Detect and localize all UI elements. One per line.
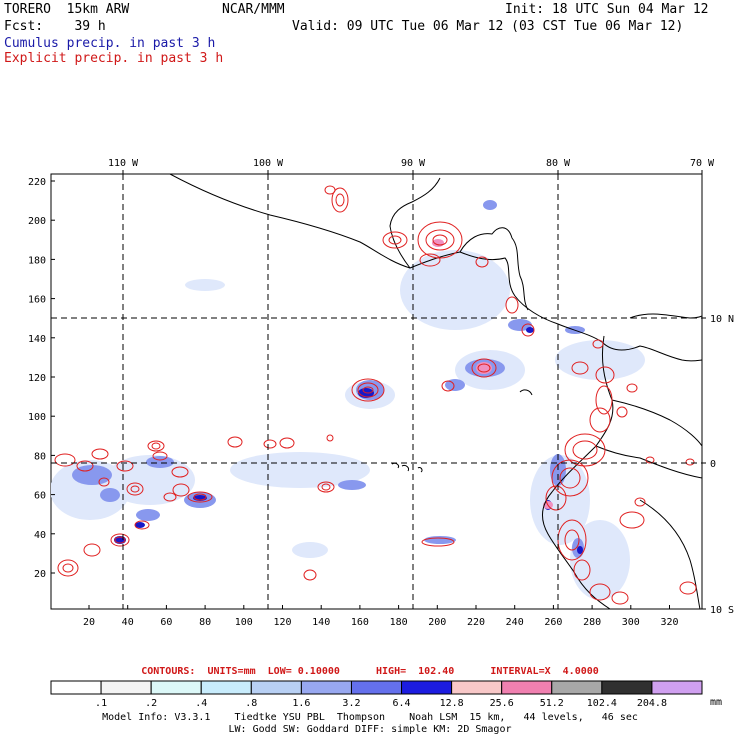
- x-tick-label: 100: [235, 617, 253, 628]
- colorbar-swatch: [501, 680, 553, 695]
- colorbar-swatch: [150, 680, 202, 695]
- lat-label-10n: 10 N: [710, 314, 734, 325]
- y-tick-label: 40: [34, 530, 46, 541]
- lon-label-90w: 90 W: [401, 158, 426, 169]
- y-tick-label: 200: [28, 216, 46, 227]
- y-tick-label: 140: [28, 334, 46, 345]
- lon-label-70w: 70 W: [690, 158, 715, 169]
- x-tick-label: 20: [83, 617, 95, 628]
- explicit-contours: [54, 185, 697, 605]
- y-tick-label: 60: [34, 491, 46, 502]
- colorbar-label: .4: [195, 698, 207, 709]
- y-tick-label: 80: [34, 451, 46, 462]
- y-tick-label: 220: [28, 177, 46, 188]
- colorbar-label: 51.2: [540, 698, 564, 709]
- x-tick-label: 200: [428, 617, 446, 628]
- colorbar-label: 102.4: [587, 698, 617, 709]
- colorbar-swatch: [651, 680, 703, 695]
- lon-label-110w: 110 W: [108, 158, 139, 169]
- lon-ticks: [122, 170, 703, 174]
- x-tick-label: 320: [660, 617, 678, 628]
- y-tick-label: 100: [28, 412, 46, 423]
- latlon-grid: [51, 174, 702, 609]
- y-tick-label: 160: [28, 295, 46, 306]
- index-ticks: [51, 180, 670, 609]
- y-tick-label: 20: [34, 569, 46, 580]
- colorbar-swatch: [551, 680, 603, 695]
- x-tick-label: 180: [390, 617, 408, 628]
- colorbar-swatch: [300, 680, 352, 695]
- y-tick-label: 120: [28, 373, 46, 384]
- x-tick-label: 280: [583, 617, 601, 628]
- x-tick-label: 140: [312, 617, 330, 628]
- x-tick-label: 160: [351, 617, 369, 628]
- model-info-line2: LW: Godd SW: Goddard DIFF: simple KM: 2D…: [228, 724, 512, 735]
- colorbar: [50, 680, 703, 695]
- colorbar-swatch: [200, 680, 252, 695]
- colorbar-label: 25.6: [490, 698, 514, 709]
- colorbar-swatch: [350, 680, 403, 695]
- colorbar-label: 1.6: [292, 698, 310, 709]
- colorbar-label: 204.8: [637, 698, 667, 709]
- colorbar-swatch: [451, 680, 503, 695]
- x-tick-label: 120: [273, 617, 291, 628]
- organization: NCAR/MMM: [222, 2, 285, 17]
- colorbar-label: 3.2: [342, 698, 360, 709]
- lon-label-100w: 100 W: [253, 158, 284, 169]
- colorbar-label: .1: [95, 698, 107, 709]
- colorbar-label: 6.4: [393, 698, 411, 709]
- x-tick-label: 80: [199, 617, 211, 628]
- colorbar-units: mm: [710, 697, 722, 708]
- x-tick-label: 240: [506, 617, 524, 628]
- x-tick-label: 260: [544, 617, 562, 628]
- colorbar-swatch: [401, 680, 453, 695]
- valid-time: Valid: 09 UTC Tue 06 Mar 12 (03 CST Tue …: [292, 19, 684, 34]
- colorbar-swatch: [250, 680, 302, 695]
- legend-cumulus: Cumulus precip. in past 3 h: [4, 36, 216, 51]
- forecast-hour: Fcst: 39 h: [4, 19, 106, 34]
- colorbar-label: 12.8: [440, 698, 464, 709]
- colorbar-swatch: [100, 680, 152, 695]
- x-tick-label: 40: [122, 617, 134, 628]
- colorbar-swatch: [601, 680, 653, 695]
- x-tick-label: 220: [467, 617, 485, 628]
- lon-label-80w: 80 W: [546, 158, 571, 169]
- init-time: Init: 18 UTC Sun 04 Mar 12: [505, 2, 709, 17]
- x-tick-label: 300: [622, 617, 640, 628]
- y-tick-label: 180: [28, 255, 46, 266]
- colorbar-label: .8: [245, 698, 257, 709]
- legend-explicit: Explicit precip. in past 3 h: [4, 51, 224, 66]
- colorbar-swatch: [50, 680, 102, 695]
- model-name: TORERO 15km ARW: [4, 2, 130, 17]
- x-tick-label: 60: [160, 617, 172, 628]
- lat-label-10s: 10 S: [710, 605, 734, 616]
- colorbar-label: .2: [145, 698, 157, 709]
- lat-label-0: 0: [710, 459, 716, 470]
- model-info-line1: Model Info: V3.3.1 Tiedtke YSU PBL Thomp…: [102, 712, 638, 723]
- lat-ticks: [702, 317, 706, 610]
- contours-info: CONTOURS: UNITS=mm LOW= 0.10000 HIGH= 10…: [141, 666, 599, 677]
